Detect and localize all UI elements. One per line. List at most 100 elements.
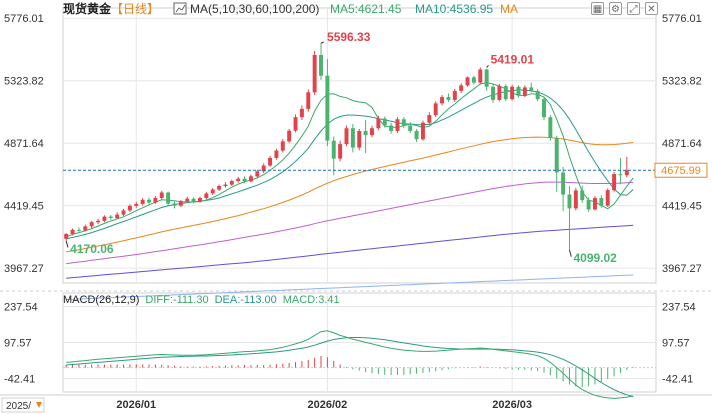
candle-body [484,69,489,87]
y-tick-left: 5776.01 [4,13,44,25]
candle-body [471,77,476,83]
candle-body [522,87,527,96]
candle-body [350,128,355,148]
ma5-value: MA5:4621.45 [330,2,402,16]
y-axis-labels: 5776.01 5776.01 5323.82 5323.82 4871.64 4871.… [4,13,702,385]
candle-body [299,108,304,118]
candle-body [510,86,515,100]
candle-body [529,87,534,91]
y-tick-left: 4419.45 [4,201,44,213]
candle-body [274,150,279,158]
close-icon[interactable]: ✕ [645,2,658,15]
x-tick-label: 2026/02 [308,399,348,411]
candle-body [459,85,464,91]
macd-macd-value: MACD:3.41 [283,294,340,306]
x-axis-labels: 2026/01 2026/02 2026/03 [116,399,532,411]
macd-legend: MACD(26,12,9) DIFF:-111.30 DEA:-113.00 MACD… [63,294,340,306]
period-marker: 2025/ [1,397,45,413]
ma-params-label: MA(5,10,30,60,100,200) [190,2,319,16]
candle-body [427,115,432,123]
candle-body [70,229,75,234]
candle-body [248,176,253,182]
candle-body [338,144,343,159]
candle-body [134,203,139,206]
ma-more-label: MA [500,2,518,16]
candles[interactable] [64,43,629,250]
candle-body [127,205,132,211]
candle-body [172,203,177,206]
ma10-value: MA10:4536.95 [415,2,493,16]
candle-body [293,117,298,131]
macd-y-tick-left: 237.54 [4,301,38,313]
candle-body [580,190,585,201]
candle-body [159,192,164,199]
candle-body [287,130,292,142]
candle-body [433,103,438,116]
candle-body [166,192,171,204]
low-right-marker-line [568,249,572,257]
candle-body [191,198,196,202]
settings-icon[interactable]: ⚙ [609,2,622,15]
annotations: 5596.33 5419.01 4170.06 4099.02 [65,30,617,265]
candle-body [83,226,88,231]
candle-body [612,174,617,191]
macd-y-tick-left: -42.41 [4,373,35,385]
candle-body [535,90,540,100]
macd-diff-value: DIFF:-111.30 [145,294,208,306]
candle-body [624,170,629,176]
candle-body [452,90,457,100]
high-marker-line [320,41,324,44]
x-tick-label: 2026/03 [492,399,532,411]
low-left-marker-line [65,240,69,248]
candle-body [204,193,209,199]
candle-body [223,184,228,186]
candle-body [420,122,425,140]
y-tick-right: 5776.01 [662,13,702,25]
macd-params-label: MACD(26,12,9) [63,294,139,306]
candle-body [497,86,502,100]
low-left-annotation: 4170.06 [70,242,114,256]
current-price-box [654,162,708,178]
candle-body [140,199,145,204]
candle-body [344,128,349,145]
candle-body [217,185,222,190]
candle-body [542,99,546,118]
y-tick-right: 4419.45 [662,201,702,213]
candle-body [554,137,559,173]
candle-body [76,229,81,231]
candle-body [331,140,336,159]
candle-body [89,222,94,227]
ma-toggle-icon[interactable] [173,2,187,15]
candle-body [446,97,451,100]
chart-toolbar: ▦ ⚙ ⤢ ✕ [591,2,658,15]
candle-body [268,157,273,166]
candle-body [242,178,247,182]
candle-body [491,86,496,100]
candle-body [280,141,285,151]
y-tick-right: 3967.27 [662,263,702,275]
candle-body [599,198,604,206]
y-tick-right: 4871.64 [662,138,702,150]
grid-icon[interactable]: ▦ [591,2,604,15]
candle-body [229,181,234,185]
ma200-line [66,274,634,301]
x-tick-label: 2026/01 [116,399,156,411]
candle-body [197,198,202,202]
fullscreen-icon[interactable]: ⤢ [627,2,640,15]
candle-body [605,190,610,206]
candle-body [210,189,215,194]
candle-body [592,198,597,210]
current-price-label: 4675.99 [661,165,701,177]
candle-body [319,54,323,76]
candle-body [147,199,151,203]
candle-body [102,216,107,221]
y-tick-left: 5323.82 [4,76,44,88]
ma100-line [66,224,634,279]
macd-y-tick-right: -42.41 [662,373,693,385]
candle-body [440,97,445,104]
candle-body [312,54,317,93]
low-right-annotation: 4099.02 [573,251,617,265]
candle-body [408,125,413,131]
macd-histogram [65,356,634,388]
marker-caret-icon [36,402,42,408]
